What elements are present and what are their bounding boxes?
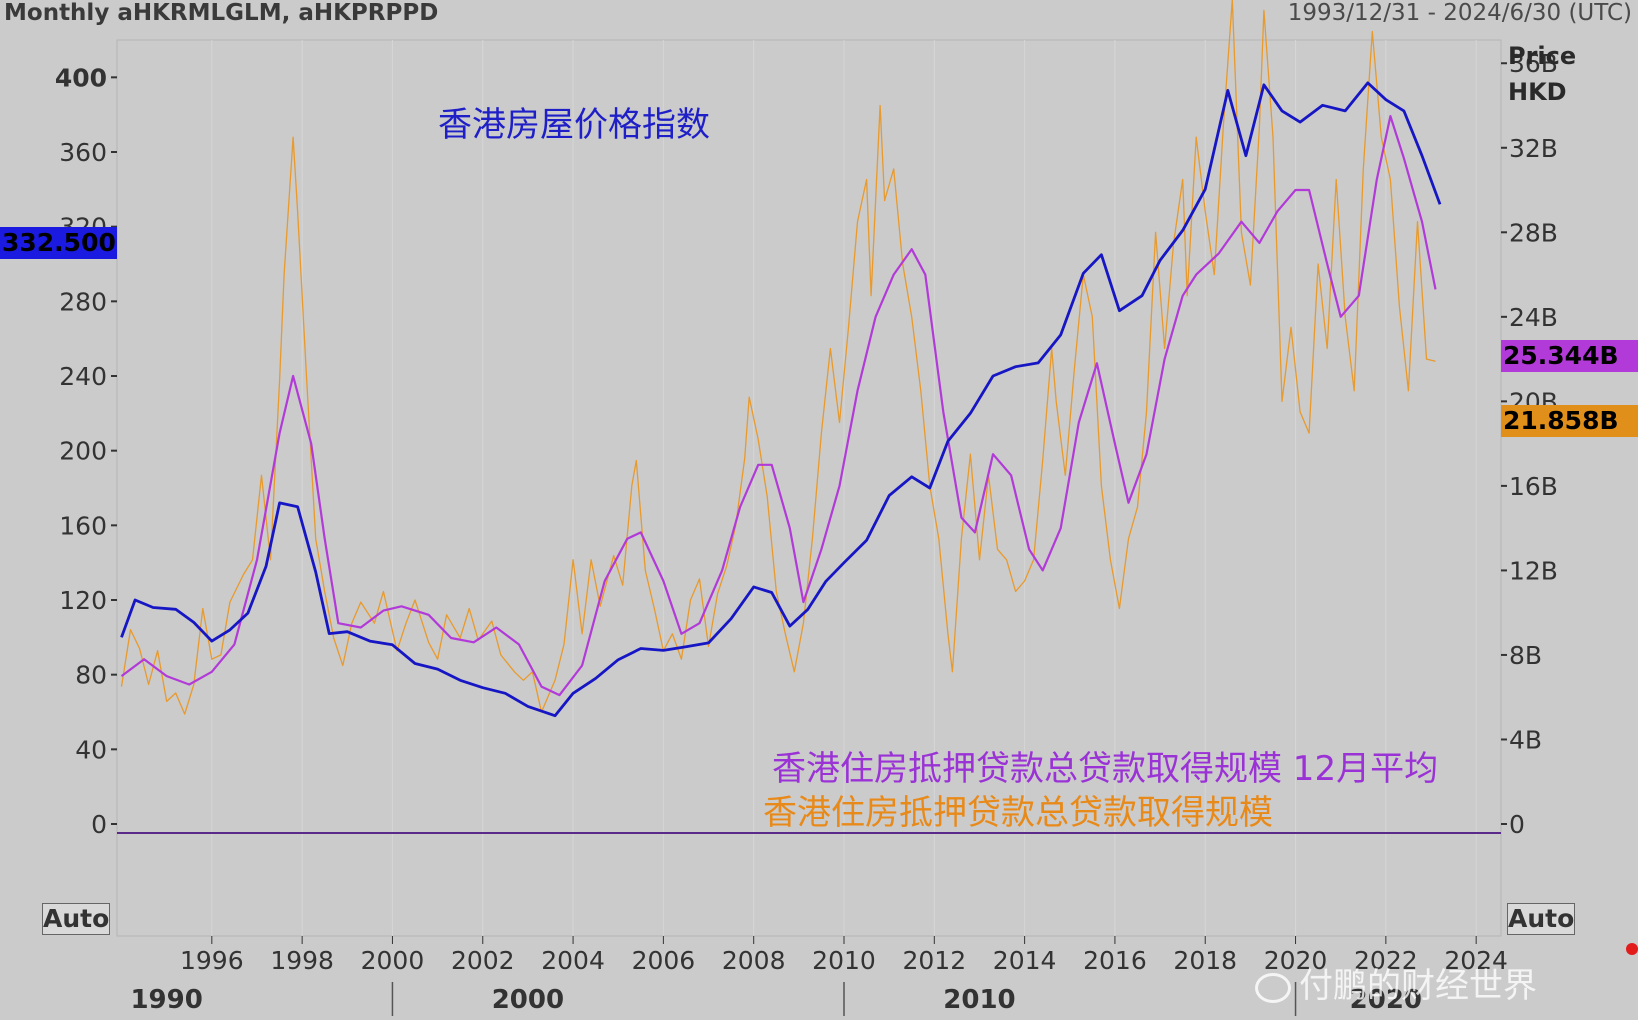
- left-axis: 04080120160200240280320360400: [55, 63, 117, 839]
- decade-label: 2020: [1350, 985, 1422, 1015]
- right-auto-scale-button[interactable]: Auto: [1507, 903, 1575, 935]
- right-tick-label: 32B: [1509, 134, 1558, 163]
- decade-label: 2010: [943, 985, 1015, 1015]
- x-tick-label: 2000: [361, 946, 425, 975]
- left-tick-label: 160: [59, 511, 107, 540]
- right-tick-label: 24B: [1509, 303, 1558, 332]
- price-index-line: [120, 81, 1442, 718]
- decade-label: 1990: [130, 985, 202, 1015]
- x-tick-label: 1998: [270, 946, 334, 975]
- right-tick-label: 8B: [1509, 641, 1542, 670]
- right-tick-label: 16B: [1509, 472, 1558, 501]
- x-tick-label: 2002: [451, 946, 515, 975]
- x-tick-label: 1996: [180, 946, 244, 975]
- x-tick-label: 2020: [1264, 946, 1328, 975]
- watermark: 付鹏的财经世界: [1255, 958, 1537, 1007]
- price-index-annotation: 香港房屋价格指数: [438, 105, 710, 145]
- x-tick-label: 2012: [902, 946, 966, 975]
- left-tick-label: 0: [91, 810, 107, 839]
- left-tick-label: 360: [59, 138, 107, 167]
- left-tick-label: 120: [59, 586, 107, 615]
- mortgage-avg-line: [120, 115, 1437, 697]
- wechat-logo-icon: [1255, 972, 1291, 1003]
- left-tick-label: 280: [59, 287, 107, 316]
- x-tick-label: 2016: [1083, 946, 1147, 975]
- x-tick-label: 2006: [632, 946, 696, 975]
- mortgage-value-badge: 21.858B: [1501, 405, 1638, 437]
- left-tick-label: 240: [59, 362, 107, 391]
- right-axis-header-currency: HKD: [1508, 78, 1567, 106]
- x-tick-label: 2010: [812, 946, 876, 975]
- watermark-text: 付鹏的财经世界: [1299, 966, 1537, 1006]
- x-tick-label: 2024: [1444, 946, 1508, 975]
- right-tick-label: 0: [1509, 810, 1525, 839]
- left-tick-label: 200: [59, 437, 107, 466]
- chart-title: Monthly aHKRMLGLM, aHKPRPPD: [4, 0, 439, 26]
- mortgage-annotation: 香港住房抵押贷款总贷款取得规模: [763, 793, 1273, 833]
- right-axis-header-price: Price: [1508, 42, 1577, 70]
- red-dot-icon: [1626, 943, 1638, 955]
- right-tick-label: 12B: [1509, 556, 1558, 585]
- mortgage-line: [120, 0, 1436, 715]
- x-tick-label: 2018: [1173, 946, 1237, 975]
- left-tick-label: 40: [75, 735, 107, 764]
- mortgage-avg-value-badge: 25.344B: [1501, 340, 1638, 372]
- x-axis: 1996 1998 2000 2002 2004 2006 2008 2010 2012 2014…: [130, 936, 1508, 1016]
- left-auto-scale-button[interactable]: Auto: [42, 903, 110, 935]
- plot-area: [116, 39, 1502, 937]
- x-tick-label: 2004: [541, 946, 605, 975]
- mortgage-avg-annotation: 香港住房抵押贷款总贷款取得规模 12月平均: [772, 749, 1439, 789]
- right-tick-label: 4B: [1509, 725, 1542, 754]
- left-value-badge: 332.500: [0, 227, 117, 259]
- series-layer: [120, 0, 1442, 718]
- date-range: 1993/12/31 - 2024/6/30 (UTC): [1287, 0, 1632, 26]
- decade-label: 2000: [492, 985, 564, 1015]
- left-tick-label: 80: [75, 661, 107, 690]
- x-tick-label: 2008: [722, 946, 786, 975]
- x-tick-label: 2022: [1354, 946, 1418, 975]
- right-tick-label: 28B: [1509, 218, 1558, 247]
- right-tick-label: 36B: [1509, 49, 1558, 78]
- left-tick-label: 400: [55, 63, 107, 92]
- x-tick-label: 2014: [993, 946, 1057, 975]
